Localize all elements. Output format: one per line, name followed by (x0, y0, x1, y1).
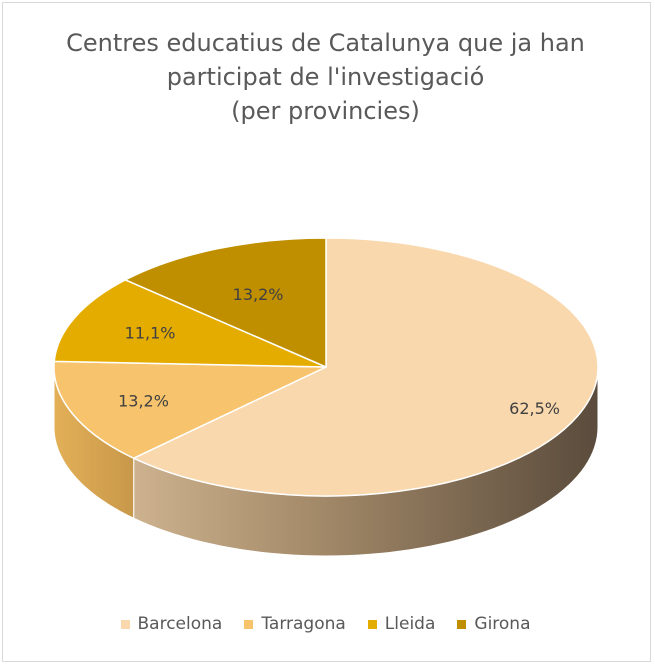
pie-slice-tarragona (53, 360, 327, 459)
legend-swatch-girona (457, 619, 467, 629)
chart-title-line-3: (per provincies) (231, 97, 420, 125)
chart-title-line-2: participat de l'investigació (166, 63, 485, 91)
legend-label-lleida: Lleida (384, 614, 436, 634)
legend-label-tarragona: Tarragona (261, 614, 346, 634)
legend-label-barcelona: Barcelona (137, 614, 223, 634)
legend-label-girona: Girona (474, 614, 531, 634)
legend-item-tarragona: Tarragona (244, 614, 346, 634)
pie-slice-girona (124, 237, 327, 368)
data-label-barcelona: 62,5% (509, 399, 560, 418)
legend-swatch-tarragona (244, 619, 254, 629)
data-label-lleida: 11,1% (125, 323, 176, 342)
legend-item-lleida: Lleida (367, 614, 436, 634)
pie-slice-barcelona (132, 237, 599, 497)
data-label-tarragona: 13,2% (118, 392, 169, 411)
legend-item-girona: Girona (457, 614, 531, 634)
pie-slice-lleida (53, 279, 327, 368)
legend-item-barcelona: Barcelona (120, 614, 223, 634)
data-label-girona: 13,2% (233, 285, 284, 304)
chart-title-line-1: Centres educatius de Catalunya que ja ha… (66, 29, 585, 57)
legend: Barcelona Tarragona Lleida Girona (0, 614, 651, 634)
legend-swatch-barcelona (120, 619, 130, 629)
chart-title: Centres educatius de Catalunya que ja ha… (0, 26, 651, 128)
legend-swatch-lleida (367, 619, 377, 629)
